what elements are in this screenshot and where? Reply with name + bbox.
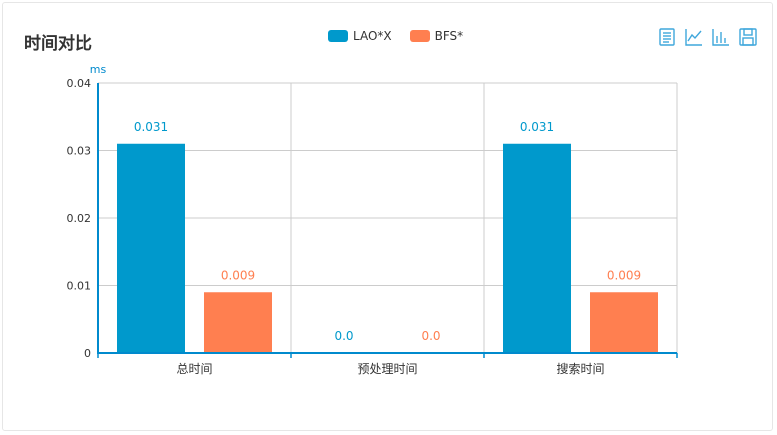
legend-label-laox: LAO*X bbox=[353, 29, 392, 43]
y-tick-label: 0 bbox=[84, 347, 91, 360]
x-tick-label: 搜索时间 bbox=[556, 361, 604, 376]
data-label: 0.009 bbox=[221, 268, 255, 282]
chart-title: 时间对比 bbox=[24, 34, 92, 54]
line-chart-icon[interactable] bbox=[684, 27, 704, 47]
bar bbox=[503, 143, 571, 353]
legend-swatch-laox bbox=[328, 30, 348, 42]
data-view-icon[interactable] bbox=[657, 27, 677, 47]
save-image-icon[interactable] bbox=[738, 27, 758, 47]
y-axis-label: ms bbox=[90, 63, 107, 76]
y-tick-label: 0.03 bbox=[67, 145, 92, 158]
legend-item-bfs[interactable]: BFS* bbox=[409, 29, 464, 43]
toolbox bbox=[657, 27, 765, 47]
bar bbox=[117, 143, 185, 353]
bar bbox=[204, 292, 272, 353]
x-tick-label: 预处理时间 bbox=[357, 362, 417, 376]
data-label: 0.0 bbox=[421, 329, 440, 343]
data-label: 0.009 bbox=[607, 268, 641, 282]
legend-item-laox[interactable]: LAO*X bbox=[328, 29, 392, 43]
legend: LAO*X BFS* bbox=[328, 29, 481, 43]
legend-swatch-bfs bbox=[409, 30, 430, 42]
x-tick-label: 总时间 bbox=[176, 362, 212, 376]
y-tick-label: 0.02 bbox=[67, 212, 92, 225]
legend-label-bfs: BFS* bbox=[434, 29, 464, 43]
y-tick-label: 0.01 bbox=[67, 280, 92, 293]
data-label: 0.0 bbox=[334, 329, 353, 343]
bar bbox=[590, 292, 658, 353]
y-tick-label: 0.04 bbox=[67, 77, 92, 90]
data-label: 0.031 bbox=[134, 120, 168, 134]
data-label: 0.031 bbox=[520, 120, 554, 134]
bar-chart-icon[interactable] bbox=[711, 27, 731, 47]
